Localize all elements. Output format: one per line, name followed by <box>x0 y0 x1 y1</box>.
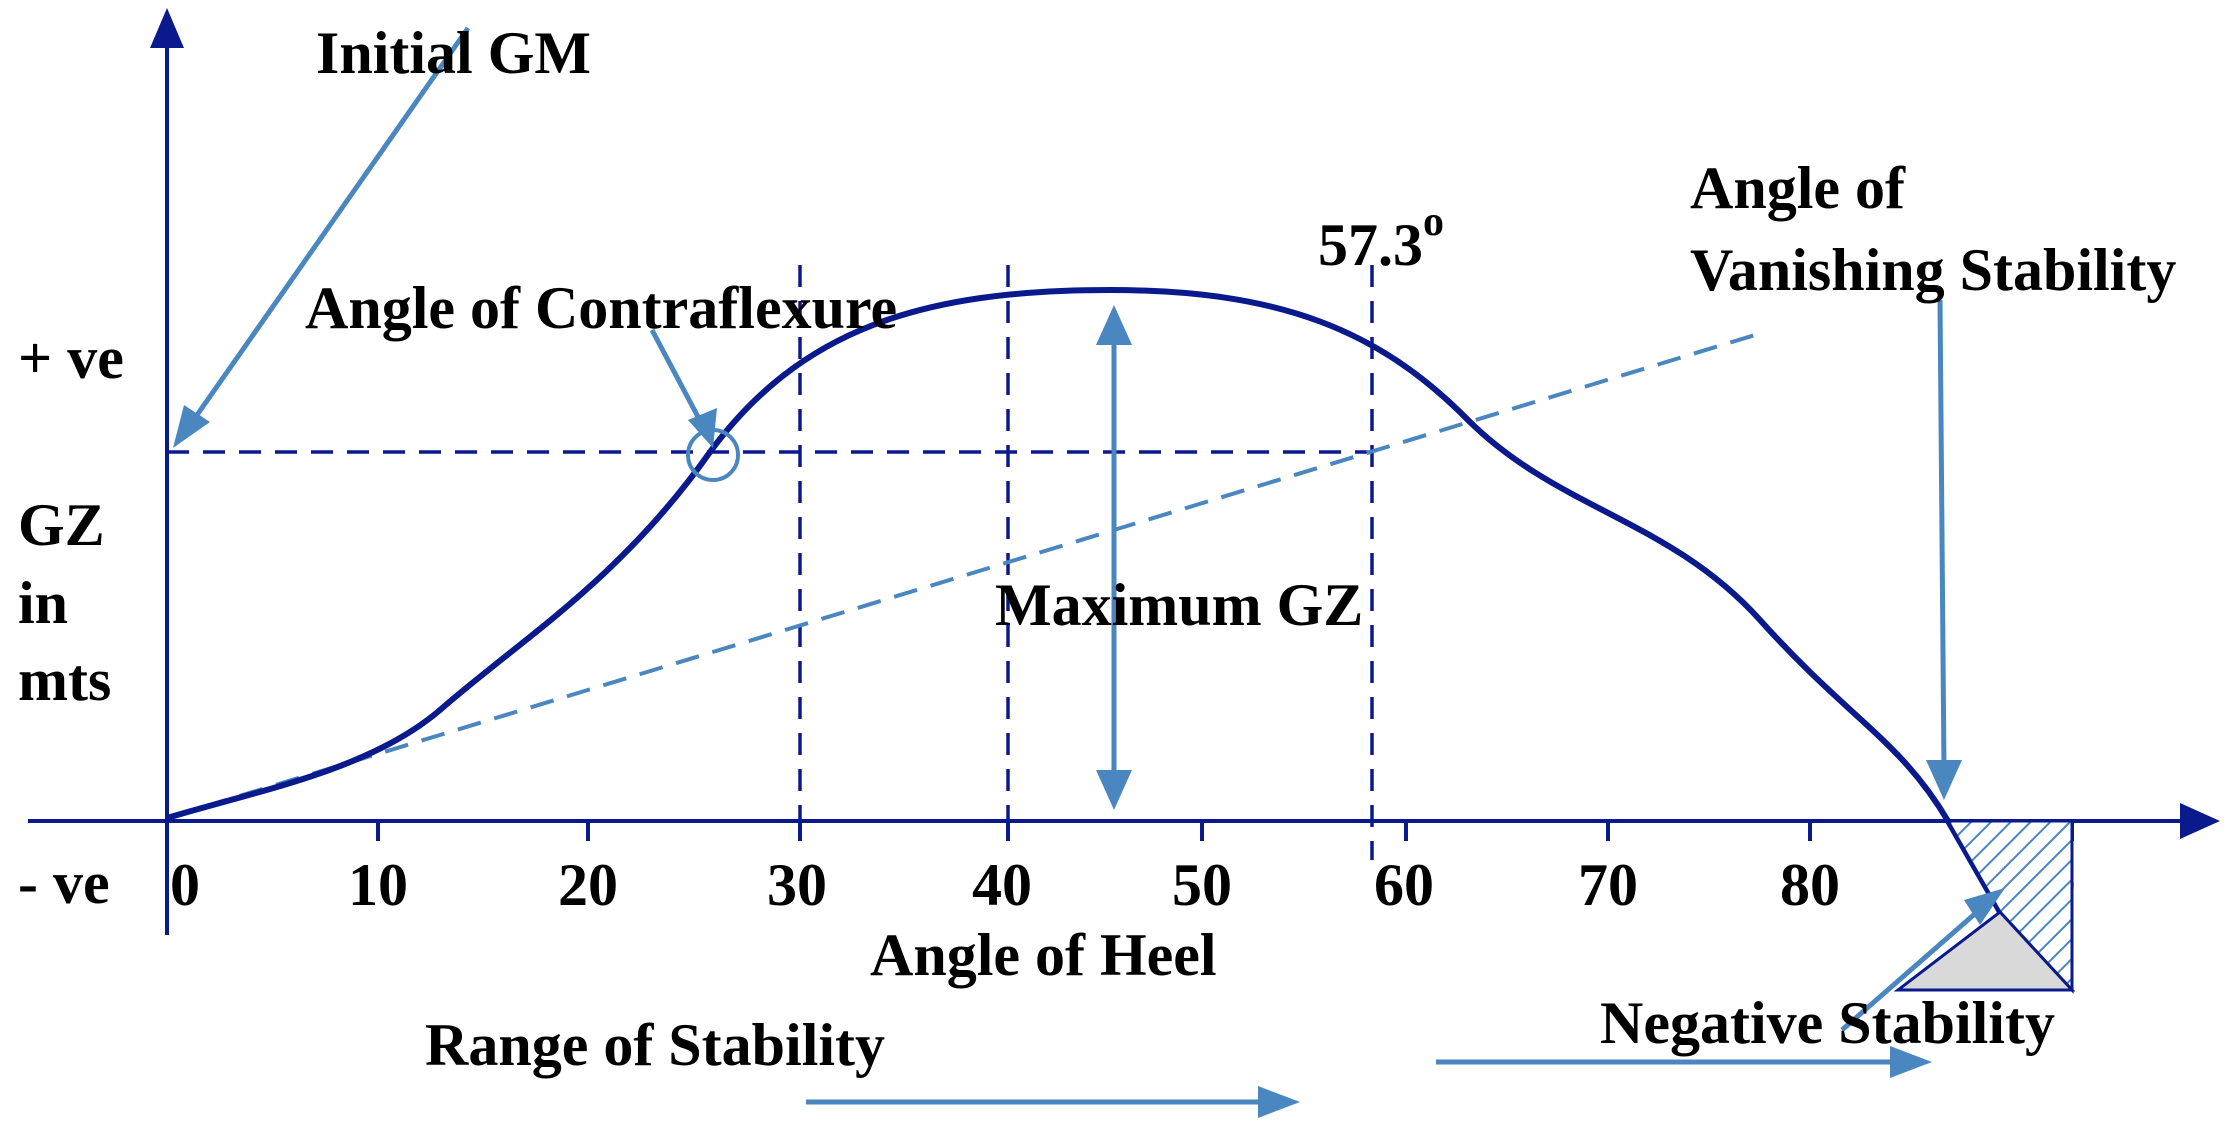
negative-stability-gray-triangle <box>1893 909 2076 992</box>
x-tick-label: 60 <box>1374 852 1434 918</box>
y-axis-arrowhead <box>150 8 184 48</box>
x-tick-label: 50 <box>1172 852 1232 918</box>
x-tick-label: 0 <box>170 852 200 918</box>
gz-label-line2: in <box>18 570 68 636</box>
x-axis-ticks <box>376 821 2074 841</box>
x-tick-label: 10 <box>348 852 408 918</box>
arrow-icon <box>1096 305 1132 810</box>
vanishing-stability-label-line1: Angle of <box>1690 155 1906 221</box>
vanishing-stability-label-line2: Vanishing Stability <box>1690 237 2176 303</box>
x-tick-label: 30 <box>767 852 827 918</box>
x-tick-label: 40 <box>972 852 1032 918</box>
vertical-guides <box>798 265 1374 860</box>
angle-contraflexure-label: Angle of Contraflexure <box>305 275 897 341</box>
initial-gm-tangent <box>166 333 1756 820</box>
arrow-icon <box>649 328 717 448</box>
range-of-stability-label: Range of Stability <box>425 1012 885 1078</box>
plus-ve-label: + ve <box>18 325 124 391</box>
gz-label-line3: mts <box>18 647 111 713</box>
x-axis-title: Angle of Heel <box>870 922 1217 988</box>
initial-gm-label: Initial GM <box>316 20 591 86</box>
angle-573-degree: o <box>1423 199 1444 245</box>
negative-stability-label: Negative Stability <box>1600 990 2055 1056</box>
angle-573-label: 57.3o <box>1318 199 1444 278</box>
arrow-icon <box>173 26 471 448</box>
gz-label-line1: GZ <box>18 492 105 558</box>
x-axis-arrowhead <box>2180 803 2220 839</box>
maximum-gz-label: Maximum GZ <box>995 572 1363 638</box>
arrow-icon <box>1840 888 2005 1032</box>
gz-curve <box>166 286 2003 914</box>
x-tick-label: 80 <box>1780 852 1840 918</box>
arrow-icon <box>806 1086 1300 1118</box>
x-tick-label: 70 <box>1578 852 1638 918</box>
x-tick-label: 20 <box>558 852 618 918</box>
arrow-icon <box>1926 299 1962 800</box>
minus-ve-label: - ve <box>18 850 110 916</box>
arrow-icon <box>1436 1046 1932 1078</box>
